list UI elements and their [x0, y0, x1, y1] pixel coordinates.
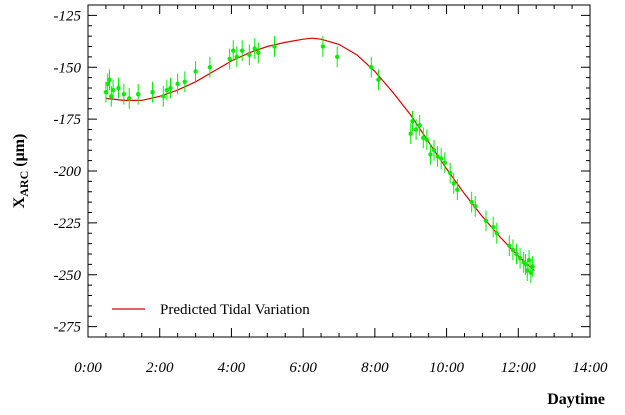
fit-curve: [105, 37, 535, 272]
x-tick-label: 10:00: [429, 360, 464, 376]
data-point: [247, 52, 252, 57]
data-point: [410, 119, 415, 124]
data-point: [517, 255, 523, 261]
x-tick-labels: 0:00 2:00 4:00 6:00 8:00 10:00 12:00 14:00: [74, 360, 608, 376]
data-point: [231, 48, 236, 53]
data-point: [164, 87, 170, 93]
data-point: [182, 79, 188, 84]
data-point: [369, 65, 374, 70]
data-point: [116, 85, 121, 91]
data-point: [168, 85, 173, 91]
data-point: [127, 96, 132, 101]
data-point: [376, 77, 381, 82]
data-point: [121, 92, 127, 97]
x-tick-label: 0:00: [74, 360, 102, 376]
data-point: [234, 54, 240, 60]
data-point: [528, 270, 534, 275]
data-points-layer: [103, 36, 535, 284]
y-axis-title-sub: ARC: [17, 171, 31, 197]
data-point: [490, 224, 496, 230]
y-tick-label: -175: [54, 112, 82, 128]
axis-ticks: [87, 4, 591, 338]
x-tick-label: 2:00: [146, 360, 174, 376]
data-point: [421, 135, 426, 140]
data-point: [413, 127, 419, 132]
x-tick-label: 14:00: [573, 360, 608, 376]
data-point: [110, 87, 116, 93]
data-point: [438, 156, 444, 161]
data-point: [320, 44, 326, 49]
y-tick-label: -150: [54, 60, 82, 76]
data-point: [473, 204, 478, 209]
legend: Predicted Tidal Variation: [112, 302, 310, 318]
data-point: [161, 94, 166, 99]
fit-curve-layer: [105, 37, 535, 272]
data-point: [256, 50, 261, 55]
data-point: [107, 77, 112, 82]
data-point: [109, 94, 114, 99]
data-point: [469, 199, 474, 205]
data-point: [442, 160, 447, 165]
data-point: [227, 56, 232, 62]
data-point: [435, 154, 440, 159]
data-point: [207, 65, 213, 70]
data-point: [193, 69, 198, 74]
data-point: [447, 170, 453, 176]
data-point: [175, 81, 180, 87]
data-point: [525, 268, 530, 273]
data-point: [428, 152, 433, 157]
y-tick-label: -225: [54, 216, 82, 232]
x-tick-label: 4:00: [218, 360, 246, 376]
data-point: [239, 48, 245, 53]
data-point: [483, 218, 489, 223]
x-tick-label: 8:00: [361, 360, 389, 376]
data-point: [335, 54, 340, 60]
y-tick-labels: -125 -150 -175 -200 -225 -250 -275: [54, 8, 82, 335]
data-point: [105, 81, 110, 87]
data-point: [494, 231, 499, 236]
y-tick-label: -200: [54, 164, 82, 180]
data-point: [530, 264, 535, 269]
y-axis-title-unit: (μm): [11, 134, 28, 171]
data-point: [252, 46, 257, 51]
data-point: [526, 258, 532, 263]
data-point: [136, 92, 141, 97]
data-point: [103, 89, 109, 95]
data-point: [431, 148, 437, 153]
x-axis-title: Daytime: [547, 391, 605, 408]
y-tick-label: -250: [54, 268, 82, 284]
plot-frame: [87, 4, 591, 338]
data-point: [507, 243, 512, 248]
legend-label: Predicted Tidal Variation: [160, 302, 310, 318]
data-point: [455, 187, 460, 192]
data-point: [523, 262, 528, 267]
data-point: [417, 123, 422, 128]
data-point: [424, 137, 430, 143]
x-tick-label: 12:00: [501, 360, 536, 376]
y-axis-title-main: X: [11, 196, 28, 208]
x-tick-label: 6:00: [289, 360, 317, 376]
data-point: [510, 247, 516, 253]
data-point: [408, 131, 413, 136]
data-point: [514, 251, 519, 257]
data-point: [150, 89, 155, 95]
data-point: [272, 44, 277, 49]
data-point: [451, 181, 456, 186]
y-tick-label: -275: [54, 320, 82, 336]
y-axis-title: XARC (μm): [11, 134, 31, 209]
y-tick-label: -125: [54, 8, 82, 24]
